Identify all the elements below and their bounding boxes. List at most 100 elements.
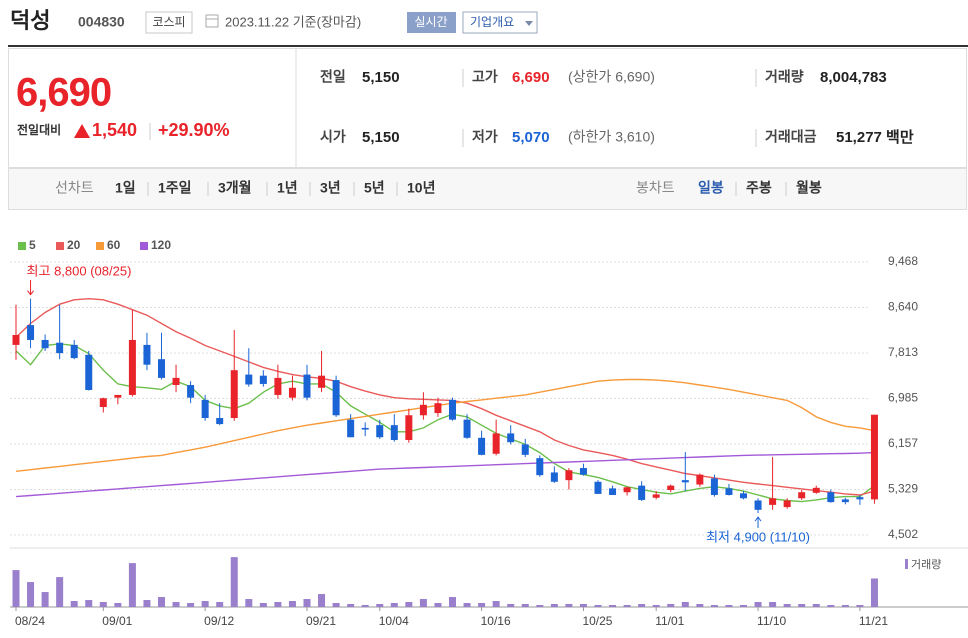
volume-bar [827,605,835,607]
ma-line [15,297,875,496]
base-date: 2023.11.22 기준(장마감) [225,14,361,29]
volume-bar [303,599,311,607]
candle-body [259,375,267,384]
calendar-icon [205,14,219,28]
volume-bar [870,578,878,607]
candle-body [667,485,675,491]
candle-body [449,399,456,420]
market-badge [145,11,193,34]
item-value: 6,690 [512,69,550,86]
volume-bar [609,605,617,607]
volume-bar [70,601,78,607]
candle-tab[interactable]: 일봉 [698,180,724,196]
y-tick-label: 9,468 [888,254,918,268]
candle-body [376,425,384,438]
candle-body [856,497,864,500]
candle-body [70,344,78,359]
period-tab[interactable]: 10년 [407,180,435,196]
item-value: 8,004,783 [820,69,887,86]
volume-bar [99,602,107,607]
annotation: 최저 4,900 (11/10) [706,529,810,544]
volume-bar [769,602,777,607]
candle-body [85,354,93,390]
overview[interactable]: 기업개요 [470,15,514,29]
volume-bar [56,577,64,607]
y-tick-label: 6,157 [888,436,918,450]
candle-body [419,404,427,416]
candle-body [841,499,849,503]
candle-body [187,385,195,398]
candle-body [812,487,820,493]
y-tick-label: 4,502 [888,527,918,541]
volume-bar [449,597,456,607]
chart: 5 20 60 120 9,468 8,640 7,813 6,985 6,157 5,329 4,… [10,238,968,628]
legend-swatch [56,242,64,250]
candle-body [550,472,558,482]
realtime[interactable]: 실시간 [414,15,447,29]
stock-code: 004830 [78,14,125,30]
volume-bar [478,603,486,607]
item-note: (상한가 6,690) [568,69,655,85]
realtime-button[interactable] [407,12,456,33]
candle-body [230,370,238,419]
x-tick-label: 11/21 [859,614,888,628]
volume-bar [85,600,93,607]
volume-bar [565,604,573,607]
candle-body [172,377,180,386]
tabs: 1일 1주일 3개월 1년 3년 5년 10년 일봉 주봉 월봉 [115,180,822,196]
volume-legend: 거래량 [911,558,941,571]
period-tab[interactable]: 3개월 [218,180,252,196]
period-tab[interactable]: 1일 [115,180,136,196]
change-rate: +29.90% [158,120,230,140]
period-tab[interactable]: 3년 [320,180,341,196]
stock-name: 덕성 [10,8,50,33]
volume-bar [12,570,20,607]
candle-body [27,325,35,340]
candle-body [579,468,587,475]
candle-body [696,474,704,485]
volume-bar [841,605,849,607]
candle-body [740,493,747,499]
candle-body [710,478,718,495]
volume-bar [158,597,165,607]
overview-button[interactable] [462,11,538,34]
volume-bar [507,604,515,607]
volume-bar [27,582,35,607]
candle-body [827,492,835,503]
candle-body [56,342,64,354]
candle-body [594,481,602,494]
volume-bar [667,604,675,607]
up-arrow [74,124,90,138]
volume-bar [623,605,631,607]
candle-tab[interactable]: 주봉 [746,180,772,196]
quote-box [8,48,967,168]
period-tab[interactable]: 5년 [364,180,385,196]
volume-bar [172,602,180,607]
volume-bar [114,603,122,607]
period-tab[interactable]: 1주일 [158,180,192,196]
volume-bar [696,604,704,607]
volume-bar [347,604,355,607]
legend-label: 60 [107,238,121,252]
candle-body [609,488,617,495]
volume-bar [332,603,340,607]
legend-swatch [96,242,104,250]
candle-body [638,485,646,500]
candle-tab[interactable]: 월봉 [796,180,822,196]
item-value: 5,070 [512,129,550,146]
volume-legend-swatch [905,559,908,569]
candle-body [681,480,689,483]
line-chart-label: 선차트 [55,180,94,196]
ma-line [15,451,875,498]
volume-bar [128,563,136,607]
item-label: 고가 [472,69,498,85]
annotation-arrow [27,280,34,296]
period-tab[interactable]: 1년 [277,180,298,196]
volume-bar [143,600,151,607]
candle-body [405,415,413,441]
y-tick-label: 8,640 [888,300,918,314]
tab-bar [8,168,967,210]
legend-label: 20 [67,238,81,252]
volume-bar [754,602,762,607]
item-value: 51,277 백만 [836,129,914,146]
